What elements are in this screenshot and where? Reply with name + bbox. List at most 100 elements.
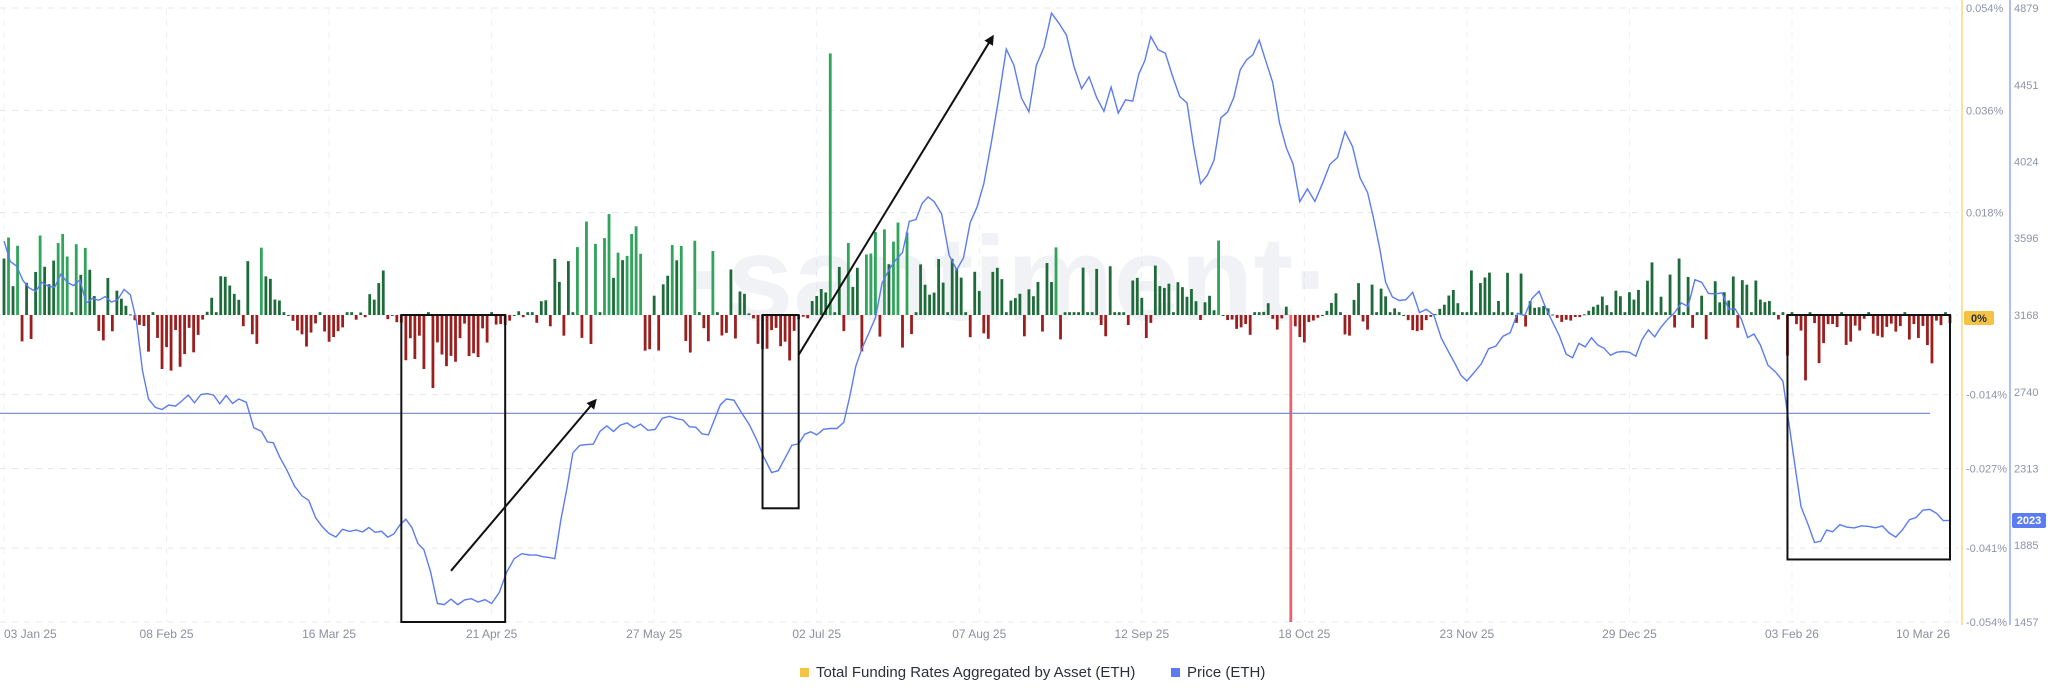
- funding-bar: [598, 312, 602, 315]
- funding-bar: [1817, 315, 1821, 364]
- funding-bar: [241, 315, 245, 327]
- x-tick-label: 18 Oct 25: [1278, 627, 1330, 641]
- funding-bar: [1027, 289, 1031, 315]
- funding-bar: [472, 315, 475, 354]
- left-tick-label: -0.014%: [1966, 390, 2007, 402]
- x-tick-label: 02 Jul 25: [792, 627, 841, 641]
- funding-bar: [738, 291, 742, 315]
- funding-bar: [1442, 304, 1446, 315]
- funding-bar: [1433, 314, 1437, 316]
- funding-bar: [1682, 312, 1686, 315]
- funding-bar: [1248, 315, 1252, 335]
- funding-bar: [621, 260, 624, 315]
- funding-bar: [29, 315, 33, 340]
- funding-bar: [1519, 273, 1523, 315]
- funding-bar: [97, 315, 101, 331]
- funding-bar: [1284, 306, 1288, 315]
- funding-bar: [481, 315, 484, 329]
- funding-bar: [332, 315, 336, 338]
- funding-bar: [1357, 283, 1360, 315]
- funding-bar: [268, 278, 272, 315]
- funding-bar: [1081, 267, 1085, 315]
- funding-bar: [223, 276, 227, 315]
- funding-bar: [47, 284, 51, 315]
- funding-bar: [1668, 274, 1672, 315]
- funding-bar: [1898, 315, 1902, 327]
- funding-bar: [548, 315, 552, 327]
- funding-bar: [846, 243, 850, 315]
- funding-bar: [1415, 315, 1419, 332]
- funding-bar: [1935, 315, 1938, 321]
- funding-bar: [1578, 315, 1582, 318]
- funding-bar: [246, 261, 250, 315]
- funding-bar: [851, 286, 855, 315]
- funding-bar: [1126, 315, 1130, 326]
- funding-bar: [1203, 302, 1207, 315]
- funding-bar: [833, 312, 837, 315]
- funding-bar: [706, 315, 710, 342]
- funding-bar: [1343, 315, 1347, 335]
- funding-bar: [1230, 315, 1234, 320]
- legend-price-label: Price (ETH): [1187, 664, 1265, 681]
- funding-bar: [408, 315, 412, 339]
- funding-bar: [1497, 300, 1500, 315]
- funding-bar: [901, 315, 904, 348]
- funding-bar: [1600, 296, 1604, 315]
- funding-bar: [250, 315, 254, 335]
- funding-bar: [1889, 315, 1893, 324]
- funding-bar: [1280, 315, 1284, 319]
- x-tick-label: 08 Feb 25: [140, 627, 194, 641]
- funding-bar: [806, 315, 810, 319]
- funding-bar: [494, 315, 498, 325]
- funding-bar: [1397, 312, 1401, 315]
- axes-layer: 0.054% 0.036% 0.018% -0.014% -0.027% -0.041% -…: [4, 0, 2038, 641]
- funding-bar: [594, 243, 597, 315]
- funding-bar: [810, 301, 814, 315]
- funding-bar: [1361, 315, 1365, 322]
- funding-bar: [133, 315, 137, 321]
- funding-bar: [377, 283, 381, 315]
- funding-bar: [74, 244, 78, 315]
- funding-bar: [1244, 315, 1248, 324]
- funding-bar: [779, 315, 782, 347]
- funding-bar: [512, 315, 516, 316]
- funding-bar: [1176, 282, 1180, 315]
- funding-bar: [147, 315, 150, 352]
- funding-bar: [327, 315, 331, 342]
- funding-bar: [634, 226, 638, 315]
- funding-bar: [842, 315, 846, 332]
- x-tick-label: 23 Nov 25: [1440, 627, 1495, 641]
- funding-bar: [652, 295, 656, 315]
- price-badge: 2023: [2017, 515, 2041, 527]
- funding-bar: [878, 315, 882, 337]
- funding-bar: [910, 315, 913, 335]
- right-tick-label: 4024: [2014, 156, 2038, 168]
- funding-bar: [214, 312, 218, 315]
- funding-bar: [160, 315, 164, 370]
- funding-bar: [1492, 312, 1496, 315]
- funding-bar: [1438, 308, 1442, 315]
- funding-bar: [1050, 281, 1053, 315]
- funding-bar: [156, 315, 159, 338]
- x-tick-label: 27 May 25: [626, 627, 682, 641]
- funding-bar: [210, 297, 214, 315]
- funding-bar: [83, 247, 87, 315]
- funding-bar: [404, 315, 408, 361]
- funding-bar: [1777, 315, 1780, 320]
- funding-bar: [1659, 296, 1663, 315]
- funding-bar: [860, 315, 864, 352]
- funding-bar: [20, 315, 24, 342]
- funding-bar: [657, 315, 661, 351]
- funding-bar: [454, 315, 457, 362]
- funding-bar: [828, 53, 832, 316]
- annotation-arrow: [450, 398, 597, 572]
- funding-bar: [422, 315, 426, 370]
- funding-bar: [1677, 258, 1681, 315]
- funding-bar: [892, 241, 895, 315]
- funding-bar: [119, 298, 123, 315]
- funding-bar: [1167, 283, 1171, 315]
- funding-bar: [1795, 315, 1798, 325]
- left-tick-label: -0.054%: [1966, 617, 2007, 629]
- funding-bar: [684, 315, 688, 341]
- funding-bar: [350, 312, 354, 315]
